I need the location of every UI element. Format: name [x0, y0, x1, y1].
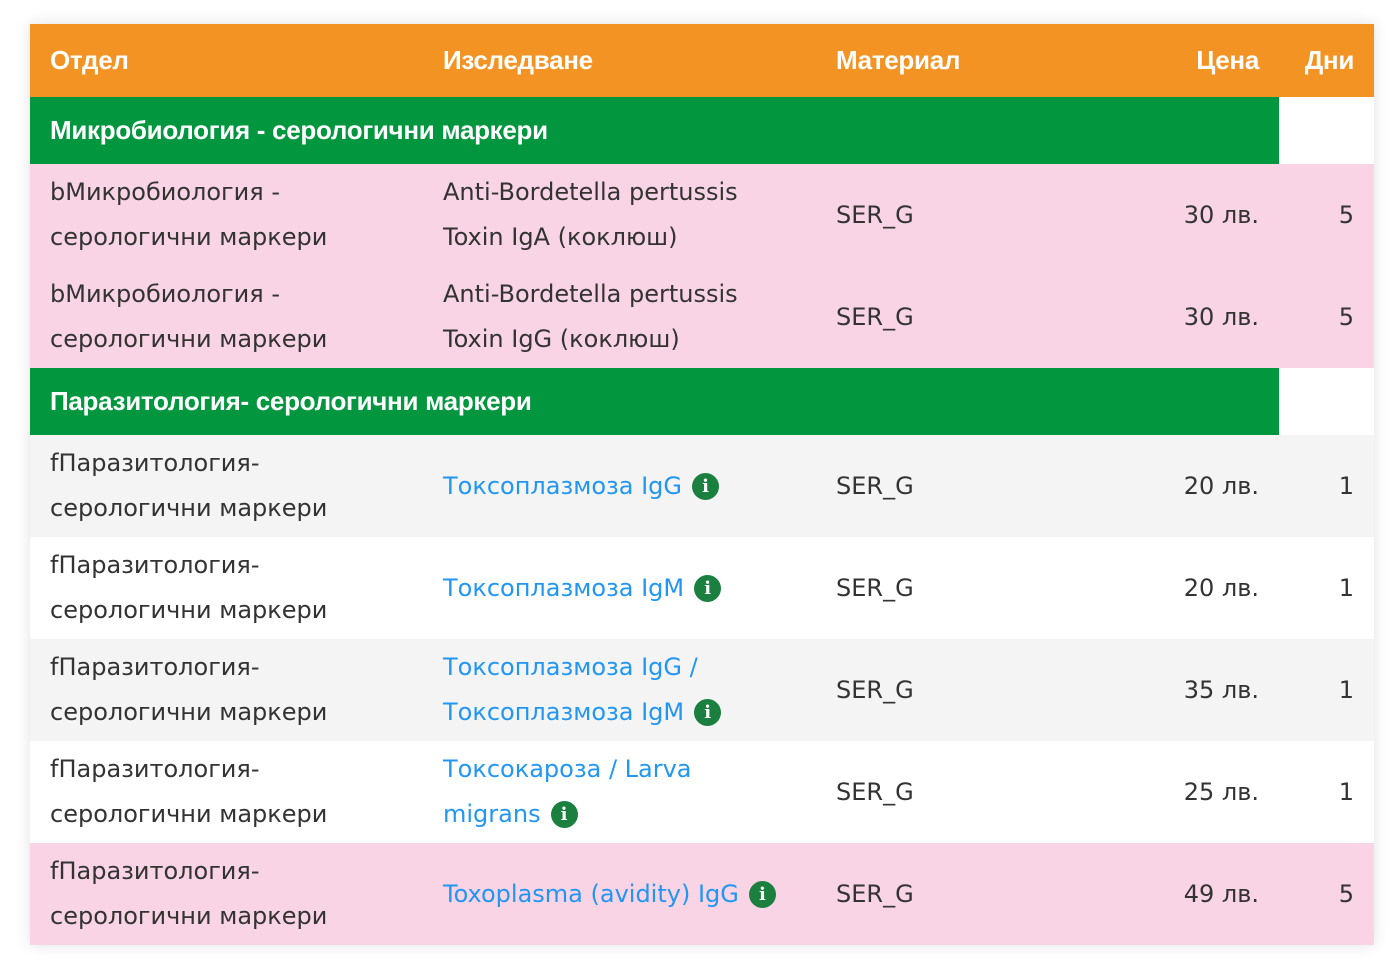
days-cell: 1	[1279, 639, 1374, 741]
table-row: fПаразитология- серологични маркери Токсо…	[30, 435, 1374, 537]
material-cell: SER_G	[816, 266, 1066, 368]
price-cell: 20 лв.	[1066, 537, 1279, 639]
test-cell: Toxoplasma (avidity) IgG i	[423, 843, 816, 945]
group-header-row: Паразитология- серологични маркери	[30, 368, 1374, 435]
material-cell: SER_G	[816, 843, 1066, 945]
info-icon[interactable]: i	[748, 880, 776, 908]
price-cell: 49 лв.	[1066, 843, 1279, 945]
price-cell: 35 лв.	[1066, 639, 1279, 741]
header-department: Отдел	[30, 24, 423, 97]
table-row: bМикробиология - серологични маркери Anti…	[30, 266, 1374, 368]
test-cell: Anti-Bordetella pertussis Toxin IgA (кок…	[423, 164, 816, 266]
department-cell: fПаразитология- серологични маркери	[30, 639, 423, 741]
info-icon[interactable]: i	[694, 699, 722, 726]
department-cell: fПаразитология- серологични маркери	[30, 843, 423, 945]
days-cell: 1	[1279, 537, 1374, 639]
table-row: bМикробиология - серологични маркери Anti…	[30, 164, 1374, 266]
info-icon[interactable]: i	[692, 472, 720, 500]
material-cell: SER_G	[816, 164, 1066, 266]
test-link[interactable]: Токсоплазмоза IgG / Токсоплазмоза IgM	[443, 653, 698, 726]
material-cell: SER_G	[816, 639, 1066, 741]
test-cell: Токсоплазмоза IgG i	[423, 435, 816, 537]
department-cell: bМикробиология - серологични маркери	[30, 266, 423, 368]
days-cell: 5	[1279, 266, 1374, 368]
test-cell: Токсокароза / Larva migrans i	[423, 741, 816, 843]
table-row: fПаразитология- серологични маркери Токсо…	[30, 741, 1374, 843]
department-cell: fПаразитология- серологични маркери	[30, 537, 423, 639]
department-cell: fПаразитология- серологични маркери	[30, 435, 423, 537]
department-cell: bМикробиология - серологични маркери	[30, 164, 423, 266]
test-link[interactable]: Токсокароза / Larva migrans	[443, 755, 692, 828]
group-title: Паразитология- серологични маркери	[30, 368, 1279, 435]
table-row: fПаразитология- серологични маркери Токсо…	[30, 639, 1374, 741]
test-link[interactable]: Токсоплазмоза IgM	[443, 573, 685, 602]
test-cell: Токсоплазмоза IgG / Токсоплазмоза IgM i	[423, 639, 816, 741]
info-icon[interactable]: i	[550, 801, 578, 828]
test-link[interactable]: Toxoplasma (avidity) IgG	[443, 879, 739, 908]
header-days: Дни	[1279, 24, 1374, 97]
group-empty-cell	[1279, 97, 1374, 164]
test-link[interactable]: Токсоплазмоза IgG	[443, 471, 683, 500]
table-header-row: Отдел Изследване Материал Цена Дни	[30, 24, 1374, 97]
header-price: Цена	[1066, 24, 1279, 97]
days-cell: 1	[1279, 741, 1374, 843]
group-title: Микробиология - серологични маркери	[30, 97, 1279, 164]
days-cell: 5	[1279, 843, 1374, 945]
days-cell: 1	[1279, 435, 1374, 537]
price-table-container: Отдел Изследване Материал Цена Дни Микро…	[30, 24, 1374, 945]
days-cell: 5	[1279, 164, 1374, 266]
price-table: Отдел Изследване Материал Цена Дни Микро…	[30, 24, 1374, 945]
test-cell: Anti-Bordetella pertussis Toxin IgG (кок…	[423, 266, 816, 368]
material-cell: SER_G	[816, 537, 1066, 639]
price-cell: 25 лв.	[1066, 741, 1279, 843]
group-empty-cell	[1279, 368, 1374, 435]
price-cell: 30 лв.	[1066, 266, 1279, 368]
price-cell: 20 лв.	[1066, 435, 1279, 537]
header-material: Материал	[816, 24, 1066, 97]
table-row: fПаразитология- серологични маркери Токсо…	[30, 537, 1374, 639]
table-row: fПаразитология- серологични маркери Toxop…	[30, 843, 1374, 945]
group-header-row: Микробиология - серологични маркери	[30, 97, 1374, 164]
material-cell: SER_G	[816, 741, 1066, 843]
material-cell: SER_G	[816, 435, 1066, 537]
test-cell: Токсоплазмоза IgM i	[423, 537, 816, 639]
price-cell: 30 лв.	[1066, 164, 1279, 266]
header-test: Изследване	[423, 24, 816, 97]
department-cell: fПаразитология- серологични маркери	[30, 741, 423, 843]
info-icon[interactable]: i	[694, 574, 722, 602]
